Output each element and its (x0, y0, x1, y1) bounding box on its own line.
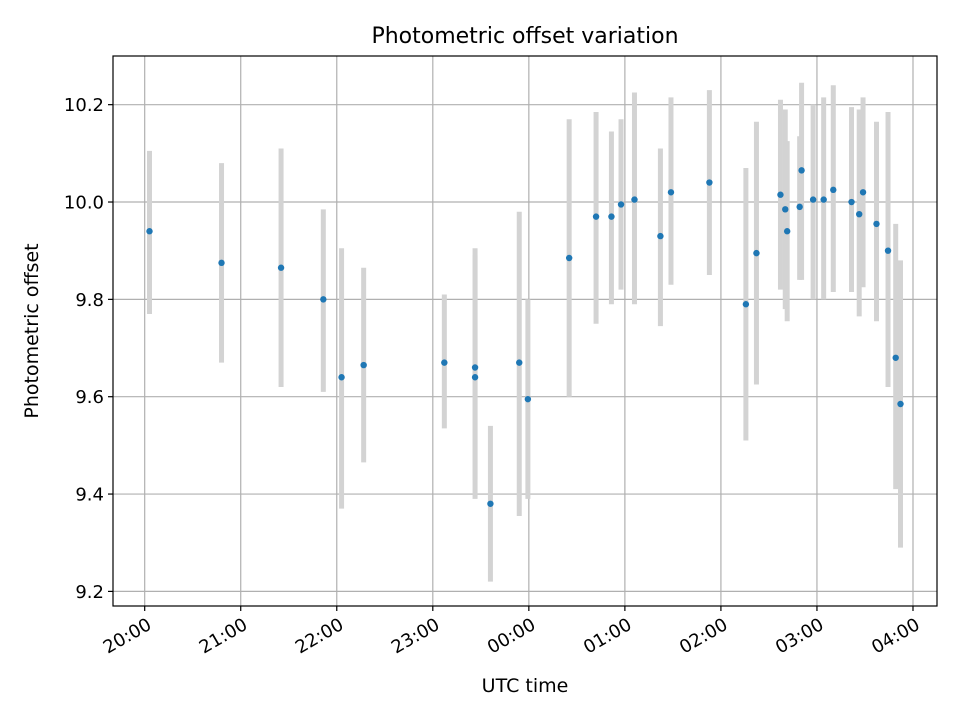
data-point (487, 500, 494, 507)
data-point (338, 374, 345, 381)
data-point (631, 196, 638, 203)
y-tick-label: 9.6 (75, 387, 104, 408)
data-point (617, 201, 625, 208)
y-tick-label: 9.4 (75, 485, 104, 506)
data-point (667, 189, 675, 196)
data-point (360, 361, 367, 369)
y-tick-label: 9.8 (75, 290, 104, 311)
data-point (706, 179, 713, 186)
data-point (524, 395, 532, 403)
x-axis-label: UTC time (482, 675, 569, 697)
y-axis-label: Photometric offset (21, 243, 43, 418)
data-point (471, 374, 479, 381)
data-point (146, 228, 153, 235)
data-point (856, 210, 863, 218)
y-tick-label: 10.0 (64, 193, 104, 214)
data-point (783, 228, 791, 235)
data-point (884, 247, 892, 254)
data-point (592, 213, 600, 220)
data-point (218, 259, 225, 267)
data-point (657, 232, 664, 240)
data-point (441, 359, 448, 366)
y-tick-label: 9.2 (75, 582, 104, 603)
y-tick-label: 10.2 (64, 95, 104, 116)
data-point (608, 213, 615, 220)
data-point (777, 191, 784, 198)
data-point (471, 364, 479, 371)
data-point (320, 296, 327, 303)
data-point (565, 254, 573, 262)
data-point (830, 186, 837, 194)
y-axis: 9.2 9.4 9.6 9.8 10.0 10.2 (64, 95, 113, 603)
plot-frame (112, 55, 938, 607)
data-point (742, 301, 750, 308)
data-point (782, 206, 789, 213)
data-point (859, 189, 867, 196)
data-point (516, 359, 523, 366)
data-point (798, 167, 805, 174)
data-point (892, 354, 899, 361)
data-point (848, 198, 855, 206)
data-point (277, 264, 285, 271)
data-point (753, 249, 760, 257)
data-point (820, 196, 827, 203)
data-point (897, 400, 904, 408)
data-point (873, 220, 880, 228)
data-points (146, 167, 904, 507)
data-point (809, 196, 817, 203)
data-point (796, 203, 803, 211)
chart-title: Photometric offset variation (371, 24, 678, 49)
